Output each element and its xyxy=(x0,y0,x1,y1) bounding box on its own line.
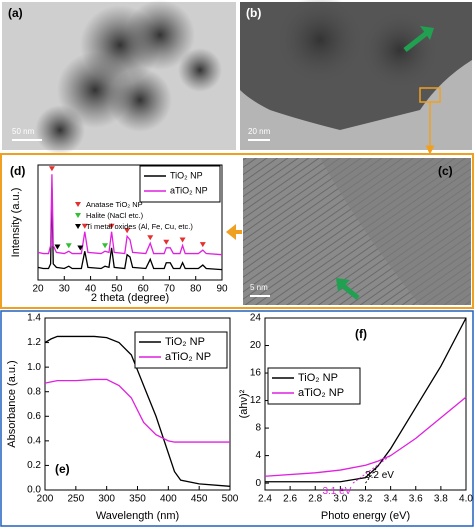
y-axis-label: Absorbance (a.u.) xyxy=(6,360,18,447)
marker-legend-label: Halite (NaCl etc.) xyxy=(86,211,144,220)
peak-marker xyxy=(163,239,170,245)
scale-bar-label: 20 nm xyxy=(248,127,271,136)
annotation: 3.1 eV xyxy=(322,486,351,497)
peak-marker xyxy=(199,242,206,248)
x-axis-label: Photo energy (eV) xyxy=(321,510,410,522)
x-tick-label: 3.0 xyxy=(333,494,347,505)
series-line xyxy=(37,174,223,256)
y-axis-label: (ahν)² xyxy=(238,389,250,418)
x-tick-label: 3.8 xyxy=(434,494,448,505)
panel-label: (b) xyxy=(246,6,261,20)
x-tick-label: 80 xyxy=(190,284,202,295)
peak-marker xyxy=(65,243,72,249)
marker-legend-symbol xyxy=(75,202,81,207)
y-tick-label: 0.0 xyxy=(27,485,41,496)
peak-marker xyxy=(102,243,109,249)
panel-label: (e) xyxy=(55,462,70,476)
marker-legend-label: Ti metal oxides (Al, Fe, Cu, etc.) xyxy=(86,222,193,231)
series-line xyxy=(44,378,230,443)
y-tick-label: 0.6 xyxy=(27,411,41,422)
x-tick-label: 60 xyxy=(138,284,150,295)
x-tick-label: 4.0 xyxy=(459,494,473,505)
x-axis-label: Wavelength (nm) xyxy=(96,510,179,522)
x-tick-label: 50 xyxy=(111,284,123,295)
y-tick-label: 0.8 xyxy=(27,386,41,397)
y-tick-label: 4 xyxy=(255,450,261,461)
panel-label: (c) xyxy=(438,164,453,178)
peak-marker xyxy=(81,223,88,229)
x-tick-label: 250 xyxy=(67,494,84,505)
y-tick-label: 20 xyxy=(250,340,262,351)
x-tick-label: 350 xyxy=(129,494,146,505)
legend-box xyxy=(267,367,361,405)
tem-image-a: (a) 50 nm xyxy=(2,0,236,155)
legend-label: aTiO₂ NP xyxy=(298,387,344,399)
x-tick-label: 40 xyxy=(85,284,97,295)
x-tick-label: 200 xyxy=(37,494,54,505)
x-tick-label: 70 xyxy=(164,284,176,295)
y-tick-label: 12 xyxy=(250,395,262,406)
x-tick-label: 400 xyxy=(160,494,177,505)
series-line xyxy=(37,187,223,271)
x-tick-label: 2.6 xyxy=(283,494,297,505)
panel-label: (a) xyxy=(8,6,23,20)
legend-label: aTiO₂ NP xyxy=(170,185,208,195)
y-tick-label: 16 xyxy=(250,368,262,379)
arrow xyxy=(226,224,236,240)
x-tick-label: 3.6 xyxy=(409,494,423,505)
x-tick-label: 30 xyxy=(59,284,71,295)
marker-legend-symbol xyxy=(75,224,81,229)
legend-label: TiO₂ NP xyxy=(165,336,205,348)
y-tick-label: 24 xyxy=(250,313,262,324)
y-tick-label: 0.2 xyxy=(27,460,41,471)
y-tick-label: 1.4 xyxy=(27,313,41,324)
x-tick-label: 3.2 xyxy=(359,494,373,505)
tem-image-b: (b) 20 nm xyxy=(240,0,472,155)
x-axis-label: 2 theta (degree) xyxy=(91,292,169,304)
series-line xyxy=(44,335,231,487)
scale-bar-label: 50 nm xyxy=(12,127,35,136)
annotation: 3.2 eV xyxy=(365,470,394,481)
x-tick-label: 450 xyxy=(191,494,208,505)
y-tick-label: 0 xyxy=(255,478,261,489)
panel-label: (f) xyxy=(355,327,367,341)
x-tick-label: 2.8 xyxy=(308,494,322,505)
scale-bar-label: 5 nm xyxy=(250,283,268,292)
peak-marker xyxy=(124,228,131,234)
y-tick-label: 0.4 xyxy=(27,435,41,446)
peak-marker xyxy=(147,235,154,241)
x-tick-label: 20 xyxy=(32,284,44,295)
legend-box xyxy=(134,331,228,369)
frame xyxy=(0,310,474,527)
x-tick-label: 2.4 xyxy=(258,494,272,505)
peak-marker xyxy=(108,223,115,229)
peak-marker xyxy=(54,244,61,250)
x-tick-label: 300 xyxy=(98,494,115,505)
y-tick-label: 1.0 xyxy=(27,362,41,373)
marker-legend-label: Anatase TiO₂ NP xyxy=(86,200,143,209)
frame xyxy=(0,153,474,309)
peak-marker xyxy=(48,166,55,172)
marker-legend-symbol xyxy=(75,213,81,218)
legend-label: TiO₂ NP xyxy=(170,170,203,180)
y-tick-label: 1.2 xyxy=(27,337,41,348)
tangent-line xyxy=(365,448,392,484)
legend-box xyxy=(139,165,221,203)
x-tick-label: 3.4 xyxy=(384,494,398,505)
legend-label: TiO₂ NP xyxy=(298,372,338,384)
peak-marker xyxy=(77,245,84,251)
legend-label: aTiO₂ NP xyxy=(165,351,211,363)
x-tick-label: 90 xyxy=(216,284,228,295)
x-tick-label: 500 xyxy=(222,494,239,505)
peak-marker xyxy=(179,237,186,243)
panel-label: (d) xyxy=(10,164,25,178)
y-axis-label: Intensity (a.u.) xyxy=(10,188,22,258)
series-line xyxy=(264,396,467,477)
y-tick-label: 8 xyxy=(255,423,261,434)
tem-image-c: (c) 5 nm xyxy=(243,158,471,305)
